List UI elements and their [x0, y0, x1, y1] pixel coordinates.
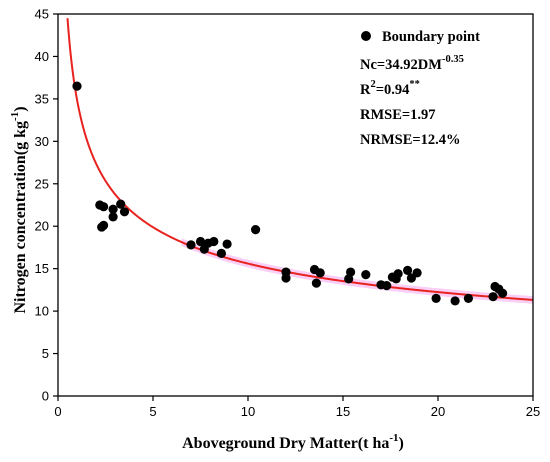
scatter-points-layer	[72, 81, 508, 306]
x-axis-title-end: )	[399, 435, 404, 452]
data-point	[412, 268, 422, 278]
data-point	[209, 236, 219, 247]
x-tick-label: 0	[54, 404, 61, 419]
data-point	[222, 239, 232, 249]
data-point	[281, 267, 291, 277]
equation-main: Nc=34.92DM	[360, 57, 442, 73]
data-point	[186, 240, 196, 250]
y-axis-title-end: )	[12, 106, 29, 111]
axes-layer: 0 5 10 15 20 25 0 5 10 15 20 25 30 35 40 45	[35, 7, 541, 420]
r2-value: =0.94	[376, 82, 410, 98]
r2-annotation: R2=0.94**	[360, 79, 420, 98]
data-point	[450, 296, 460, 306]
x-tick-label: 5	[149, 404, 156, 419]
r2-significance: **	[409, 79, 420, 90]
fit-curve	[66, 18, 534, 301]
data-point	[195, 236, 206, 247]
x-tick-label: 20	[431, 404, 445, 419]
y-tick-label: 25	[35, 176, 49, 191]
y-tick-label: 20	[35, 219, 49, 234]
y-tick-label: 15	[35, 261, 49, 276]
nrmse-annotation: NRMSE=12.4%	[360, 132, 461, 148]
y-axis-title-main: Nitrogen concentration(g kg	[12, 121, 29, 314]
data-point	[72, 81, 82, 91]
legend-marker	[361, 31, 371, 41]
y-tick-label: 30	[35, 134, 49, 149]
data-point	[108, 204, 118, 214]
data-point	[346, 267, 356, 277]
legend-label: Boundary point	[382, 29, 480, 45]
x-axis-title-sup: -1	[389, 432, 398, 444]
data-point	[382, 281, 392, 291]
confidence-band-layer	[181, 238, 533, 304]
data-point	[311, 278, 321, 288]
data-point	[108, 212, 118, 222]
y-axis-title: Nitrogen concentration(g kg-1)	[9, 106, 29, 313]
rmse-annotation: RMSE=1.97	[360, 107, 436, 123]
x-tick-label: 25	[526, 404, 540, 419]
r2-main: R	[360, 82, 371, 98]
data-point	[488, 292, 498, 302]
data-point	[431, 293, 441, 303]
plot-frame	[57, 13, 534, 397]
y-tick-label: 45	[35, 7, 49, 22]
confidence-band	[181, 238, 533, 304]
data-point	[361, 270, 371, 280]
y-axis-title-sup: -1	[9, 112, 21, 121]
equation-exponent: -0.35	[442, 54, 464, 65]
data-point	[463, 293, 473, 303]
data-point	[119, 207, 130, 217]
y-tick-label: 0	[42, 389, 49, 404]
data-point	[99, 220, 109, 230]
data-point	[251, 225, 261, 235]
data-point	[315, 268, 325, 278]
data-point	[403, 265, 413, 275]
y-tick-label: 35	[35, 91, 49, 106]
fit-curve-layer	[66, 18, 534, 301]
data-point	[116, 199, 126, 209]
data-point	[216, 248, 226, 258]
x-tick-label: 15	[336, 404, 350, 419]
data-point	[498, 288, 508, 298]
data-point	[393, 269, 403, 279]
x-tick-label: 10	[241, 404, 255, 419]
x-axis-title: Aboveground Dry Matter(t ha-1)	[182, 432, 404, 452]
r2-sup: 2	[370, 79, 375, 90]
y-tick-label: 40	[35, 49, 49, 64]
equation-annotation: Nc=34.92DM-0.35	[360, 54, 464, 73]
y-tick-label: 10	[35, 304, 49, 319]
x-axis-title-main: Aboveground Dry Matter(t ha	[182, 435, 389, 452]
y-tick-label: 5	[42, 346, 49, 361]
data-point	[99, 202, 109, 212]
